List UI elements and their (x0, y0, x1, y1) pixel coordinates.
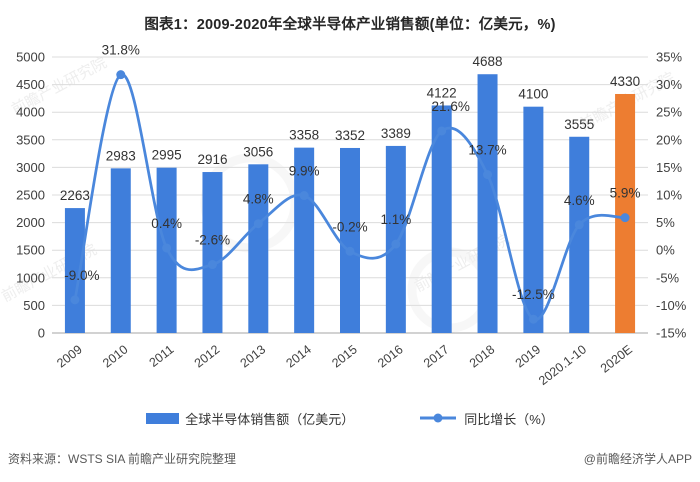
chart-legend: 全球半导体销售额（亿美元） 同比增长（%） (0, 400, 700, 436)
line-marker-2019 (528, 314, 538, 324)
bar-value-label: 2263 (60, 188, 90, 203)
source-text: 资料来源：WSTS SIA 前瞻产业研究院整理 (8, 452, 237, 466)
bar-2019 (523, 106, 544, 334)
bar-2010 (110, 168, 131, 333)
y-axis-label-right: 0% (656, 243, 675, 258)
x-axis-label: 2020E (598, 342, 635, 375)
x-axis-label: 2012 (192, 342, 223, 370)
bar-2015 (340, 147, 360, 333)
legend-label-growth: 同比增长（%） (464, 411, 554, 427)
growth-value-label: -2.6% (195, 233, 230, 248)
combo-chart: 前瞻产业研究院前瞻产业研究院前瞻产业研究院前瞻产业研究院500035%45003… (0, 43, 687, 388)
x-axis-label: 2015 (329, 342, 360, 370)
bar-value-label: 4688 (473, 54, 503, 69)
legend-item-sales: 全球半导体销售额（亿美元） (146, 409, 354, 428)
bar-2013 (248, 164, 269, 333)
x-axis-label: 2010 (100, 342, 131, 370)
chart-footer: 资料来源：WSTS SIA 前瞻产业研究院整理 @前瞻经济学人APP (0, 436, 700, 467)
y-axis-label-right: -15% (656, 326, 687, 341)
bar-value-label: 3056 (243, 144, 273, 159)
y-axis-label-left: 500 (23, 298, 45, 313)
bar-value-label: 2983 (106, 148, 136, 163)
x-axis-label: 2011 (147, 342, 177, 370)
legend-bar-swatch (146, 412, 180, 424)
y-axis-label-right: 20% (656, 132, 682, 147)
y-axis-label-right: -10% (656, 298, 687, 313)
y-axis-label-right: 35% (656, 50, 682, 65)
bar-value-label: 2916 (197, 152, 227, 167)
bar-2018 (477, 74, 498, 333)
y-axis-label-left: 1500 (16, 243, 45, 258)
legend-label-sales: 全球半导体销售额（亿美元） (185, 411, 355, 427)
y-axis-label-left: 2500 (16, 188, 45, 203)
y-axis-label-left: 2000 (16, 215, 45, 230)
line-marker-2011 (162, 243, 172, 253)
chart-title: 图表1：2009-2020年全球半导体产业销售额(单位：亿美元，%) (144, 17, 556, 33)
bar-value-label: 3389 (381, 126, 411, 141)
x-axis-label: 2016 (375, 342, 406, 370)
bar-2017 (431, 105, 452, 333)
line-marker-2020E (620, 213, 630, 223)
y-axis-label-left: 3500 (16, 132, 45, 147)
growth-value-label: 4.6% (564, 193, 595, 208)
legend-item-growth: 同比增长（%） (418, 409, 554, 428)
bar-value-label: 3555 (564, 117, 594, 132)
bar-value-label: 4330 (610, 74, 640, 89)
bar-value-label: 3358 (289, 128, 319, 143)
legend-line-swatch (420, 413, 457, 423)
x-axis-label: 2013 (238, 342, 269, 370)
x-axis-label: 2018 (467, 342, 498, 370)
line-marker-2018 (483, 170, 493, 180)
y-axis-label-right: 5% (656, 215, 675, 230)
growth-value-label: -0.2% (332, 219, 367, 234)
line-marker-2016 (391, 239, 401, 249)
x-axis-label: 2009 (54, 342, 85, 370)
line-marker-2013 (253, 219, 263, 229)
bar-2009 (64, 208, 85, 333)
bar-2016 (385, 145, 406, 333)
line-marker-2020.1-10 (574, 220, 584, 230)
y-axis-label-left: 4500 (16, 77, 45, 92)
y-axis-label-right: 10% (656, 188, 682, 203)
bar-value-label: 2995 (152, 148, 182, 163)
line-marker-2012 (207, 260, 217, 270)
x-axis-label: 2019 (513, 342, 544, 370)
growth-value-label: -9.0% (64, 268, 99, 283)
line-marker-2009 (70, 295, 80, 305)
y-axis-label-left: 5000 (16, 50, 45, 65)
x-axis-label: 2017 (421, 342, 452, 370)
growth-value-label: -12.5% (512, 287, 555, 302)
x-axis-label: 2014 (283, 342, 314, 370)
line-marker-2010 (116, 70, 126, 80)
growth-value-label: 1.1% (380, 212, 411, 227)
bar-2020.1-10 (569, 136, 590, 333)
legend-dot-icon (433, 413, 443, 423)
y-axis-label-left: 3000 (16, 160, 45, 175)
y-axis-label-left: 1000 (16, 270, 45, 285)
bar-value-label: 4122 (427, 85, 457, 100)
growth-value-label: 13.7% (468, 143, 506, 158)
y-axis-label-left: 4000 (16, 105, 45, 120)
line-marker-2014 (299, 191, 309, 201)
growth-value-label: 21.6% (432, 99, 470, 114)
bar-value-label: 4100 (518, 87, 548, 102)
y-axis-label-right: 25% (656, 105, 682, 120)
growth-value-label: 0.4% (151, 216, 182, 231)
y-axis-label-right: 30% (656, 77, 682, 92)
credit-text: @前瞻经济学人APP (583, 452, 692, 466)
bar-value-label: 3352 (335, 128, 365, 143)
y-axis-label-left: 0 (38, 326, 45, 341)
line-marker-2017 (437, 126, 447, 136)
growth-value-label: 9.9% (289, 164, 320, 179)
growth-value-label: 31.8% (102, 43, 140, 58)
line-marker-2015 (345, 246, 355, 256)
x-axis-label: 2020.1-10 (536, 342, 589, 388)
growth-value-label: 4.8% (243, 192, 274, 207)
growth-value-label: 5.9% (610, 186, 641, 201)
y-axis-label-right: 15% (656, 160, 682, 175)
bar-2012 (202, 172, 223, 333)
y-axis-label-right: -5% (656, 270, 680, 285)
